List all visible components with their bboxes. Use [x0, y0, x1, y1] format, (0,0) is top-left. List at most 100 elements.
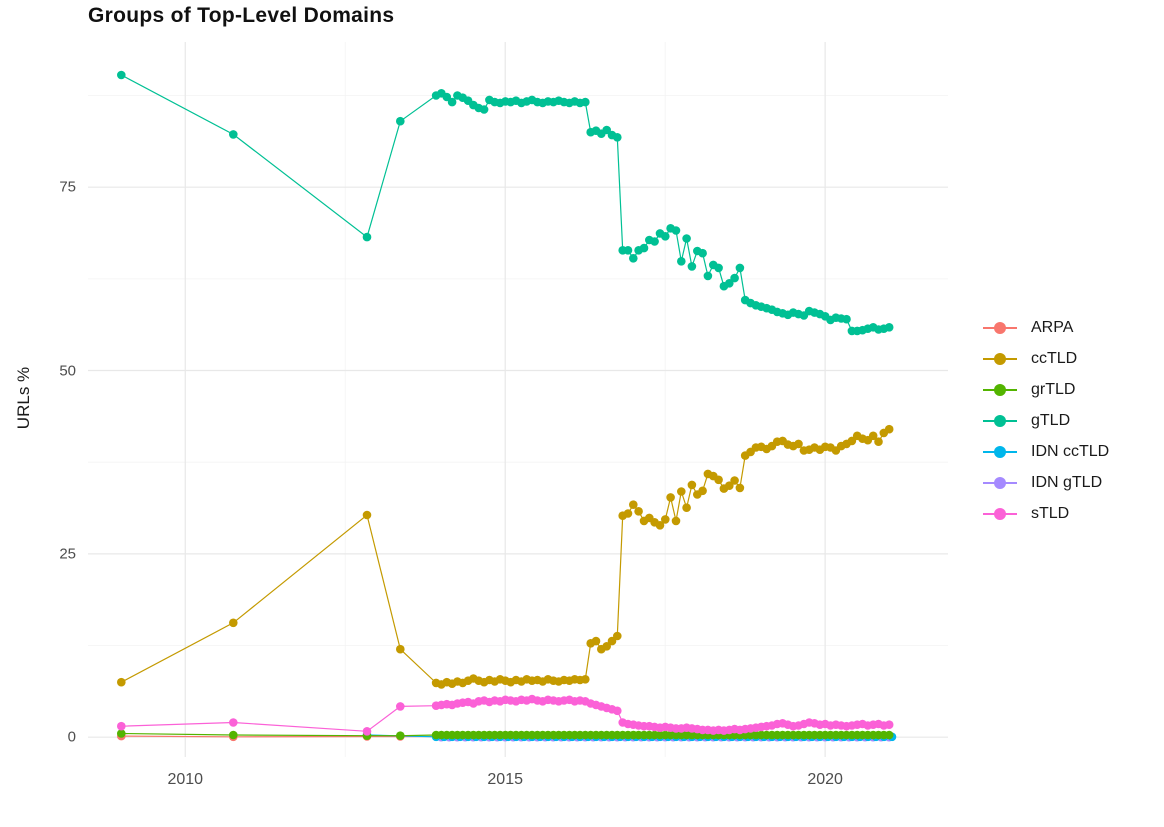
y-tick-label: 0: [67, 728, 76, 746]
data-point: [229, 730, 238, 740]
legend-dot-icon: [994, 352, 1006, 365]
legend-dot-icon: [994, 476, 1006, 489]
series-gtld: [117, 70, 894, 336]
data-point: [671, 226, 681, 235]
data-point: [884, 730, 894, 740]
y-tick-label: 50: [59, 362, 76, 380]
legend: ARPA ccTLD grTLD gTLD IDN ccTLD IDN gTLD sTLD: [983, 312, 1109, 529]
data-point: [677, 487, 686, 496]
data-point: [661, 515, 670, 524]
y-tick-label: 75: [59, 178, 76, 196]
legend-dot-icon: [994, 321, 1006, 334]
legend-swatch: [983, 476, 1017, 489]
data-point: [703, 271, 713, 281]
data-point: [868, 431, 878, 441]
data-point: [396, 702, 405, 711]
data-point: [725, 279, 734, 288]
data-point: [725, 481, 734, 491]
legend-swatch: [983, 321, 1017, 334]
data-point: [117, 729, 126, 738]
data-point: [650, 237, 659, 246]
x-tick-label: 2015: [487, 771, 523, 788]
legend-swatch: [983, 445, 1017, 458]
legend-swatch: [983, 352, 1017, 365]
data-point: [623, 246, 633, 255]
x-tick-label: 2010: [167, 771, 204, 788]
data-point: [687, 480, 697, 490]
data-point: [613, 631, 622, 641]
data-point: [639, 243, 649, 253]
data-point: [581, 675, 590, 684]
legend-dot-icon: [994, 383, 1006, 396]
data-point: [682, 234, 691, 243]
legend-item-gtld: gTLD: [983, 405, 1109, 436]
legend-item-idn-cctld: IDN ccTLD: [983, 436, 1109, 467]
legend-label: IDN ccTLD: [1031, 442, 1110, 460]
data-point: [447, 97, 457, 107]
data-point: [677, 257, 686, 266]
legend-swatch: [983, 414, 1017, 427]
data-point: [842, 314, 851, 324]
legend-label: IDN gTLD: [1031, 473, 1103, 491]
data-point: [682, 503, 691, 512]
data-point: [602, 125, 611, 135]
data-point: [730, 273, 739, 283]
data-point: [714, 263, 723, 273]
data-point: [730, 476, 739, 485]
data-point: [847, 436, 857, 446]
series-stld: [117, 694, 894, 736]
data-point: [396, 644, 405, 654]
data-point: [362, 727, 372, 736]
data-point: [666, 493, 675, 502]
x-tick-label: 2020: [807, 771, 843, 788]
chart-title: Groups of Top-Level Domains: [88, 4, 395, 27]
data-point: [884, 323, 894, 332]
data-point: [479, 105, 489, 114]
legend-label: grTLD: [1031, 380, 1076, 398]
data-point: [714, 475, 723, 485]
data-point: [607, 636, 617, 646]
data-point: [362, 510, 372, 520]
data-point: [735, 483, 745, 493]
data-point: [655, 521, 665, 530]
legend-item-cctld: ccTLD: [983, 343, 1109, 374]
data-point: [442, 92, 452, 102]
data-point: [362, 232, 372, 242]
data-point: [661, 232, 670, 241]
data-point: [629, 500, 638, 510]
legend-label: ARPA: [1031, 318, 1074, 336]
legend-item-arpa: ARPA: [983, 312, 1109, 343]
legend-swatch: [983, 507, 1017, 520]
data-point: [613, 133, 622, 142]
series-grtld: [117, 729, 894, 740]
data-point: [602, 642, 611, 651]
data-point: [117, 721, 126, 731]
data-point: [874, 437, 883, 447]
data-point: [634, 507, 643, 516]
data-point: [698, 486, 707, 496]
data-point: [117, 677, 126, 687]
data-point: [229, 618, 238, 628]
legend-dot-icon: [994, 507, 1006, 520]
data-point: [884, 720, 894, 729]
legend-swatch: [983, 383, 1017, 396]
data-point: [623, 509, 633, 518]
data-point: [396, 116, 405, 126]
data-point: [396, 731, 405, 740]
legend-item-idn-gtld: IDN gTLD: [983, 467, 1109, 498]
data-point: [629, 253, 638, 263]
data-point: [117, 70, 126, 80]
data-point: [581, 97, 590, 107]
legend-label: ccTLD: [1031, 349, 1078, 367]
y-tick-label: 25: [59, 545, 76, 563]
data-point: [884, 424, 894, 434]
data-point: [229, 130, 238, 139]
data-point: [671, 516, 681, 526]
legend-dot-icon: [994, 445, 1006, 458]
legend-label: gTLD: [1031, 411, 1071, 429]
data-point: [794, 439, 803, 449]
legend-label: sTLD: [1031, 504, 1070, 522]
data-point: [687, 262, 697, 271]
